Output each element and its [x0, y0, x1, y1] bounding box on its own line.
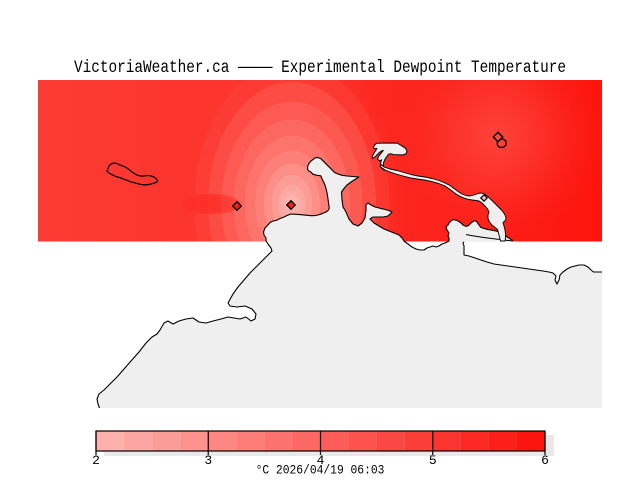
svg-text:3: 3	[204, 453, 212, 468]
svg-text:6: 6	[541, 453, 549, 468]
svg-text:5: 5	[429, 453, 437, 468]
svg-text:4: 4	[317, 453, 325, 468]
svg-text:VictoriaWeather.ca ———— Experi: VictoriaWeather.ca ———— Experimental Dew…	[74, 57, 566, 78]
svg-text:°C 2026/04/19 06:03: °C 2026/04/19 06:03	[256, 463, 385, 478]
svg-text:2: 2	[92, 453, 100, 468]
